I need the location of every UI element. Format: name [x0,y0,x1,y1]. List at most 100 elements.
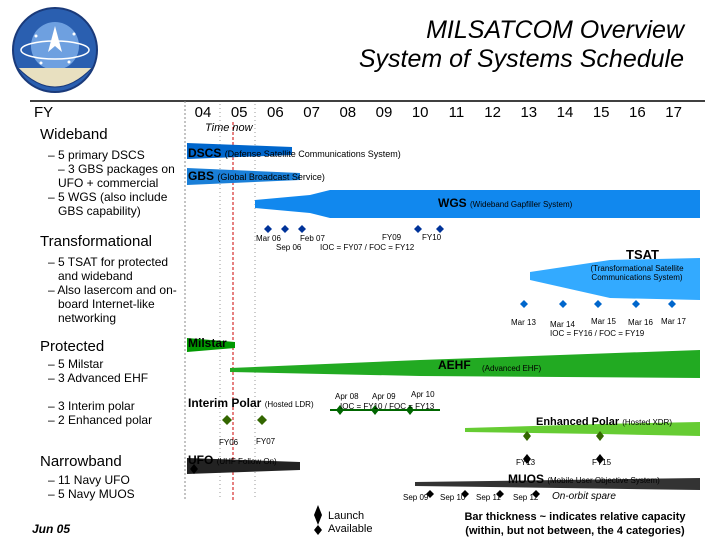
footnote: Bar thickness ~ indicates relative capac… [435,510,715,538]
year-label: 06 [267,104,284,121]
wgs-name: WGS [438,196,467,210]
interim-polar-desc: (Hosted LDR) [264,400,314,409]
wgs-milestone-2: Sep 06 [276,243,302,252]
dscs-label: DSCS (Defense Satellite Communications S… [188,146,401,160]
tsat-milestone-5: Mar 17 [661,317,686,326]
tsat-desc: (Transformational Satellite Communicatio… [567,264,707,282]
transformational-note: and wideband [58,269,133,283]
tsat-name: TSAT [626,247,659,262]
year-label: 08 [339,104,357,121]
interim-polar-ioc: IOC = FY10 / FOC = FY13 [340,402,435,411]
wgs-milestone-1: Mar 06 [256,234,281,243]
muos-spare: On-orbit spare [552,491,616,502]
milstar-name: Milstar [188,336,227,350]
gbs-desc: (Global Broadcast Service) [217,172,325,182]
transformational-note: networking [58,311,117,325]
enhanced-polar-milestone-2: FY07 [256,437,276,446]
wideband-notes: – 5 primary DSCS – 3 GBS packages on UFO… [48,148,183,218]
protected-notes2: – 3 Interim polar – 2 Enhanced polar [48,399,183,427]
footnote-line2: (within, but not between, the 4 categori… [465,525,685,537]
interim-polar-milestone-3: Apr 10 [411,390,435,399]
wgs-ioc: IOC = FY07 / FOC = FY12 [320,243,415,252]
tsat-milestone-3: Mar 15 [591,317,616,326]
protected-note: – 2 Enhanced polar [48,413,153,427]
enhanced-polar-bar [465,422,700,436]
year-label: 05 [230,104,248,121]
year-label: 04 [194,104,212,121]
protected-note: – 3 Interim polar [48,399,135,413]
aehf-desc: (Advanced EHF) [482,364,542,373]
year-label: 14 [556,104,574,121]
wideband-title: Wideband [40,126,108,143]
tsat-ioc: IOC = FY16 / FOC = FY19 [550,329,645,338]
tsat-milestone-2: Mar 14 [550,320,575,329]
year-label: 12 [484,104,501,121]
wgs-desc: (Wideband Gapfiller System) [470,200,573,209]
protected-note: – 5 Milstar [48,357,104,371]
aehf-bar [230,350,700,378]
time-now-label: Time now [205,122,253,134]
muos-milestone-2: FY15 [592,458,612,467]
year-label: 10 [411,104,429,121]
muos-sep-11: Sep 11 [476,493,501,502]
muos-bar [415,478,700,490]
enhanced-polar-milestone-1: FY06 [219,438,239,447]
muos-desc: (Mobile User Objective System) [547,476,660,485]
legend-launch: Launch [328,510,365,522]
narrowband-note: – 11 Navy UFO [48,473,130,487]
muos-sep-12: Sep 12 [513,493,539,502]
footnote-line1: Bar thickness ~ indicates relative capac… [464,511,686,523]
aehf-name: AEHF [438,358,471,372]
year-label: 13 [520,104,538,121]
gbs-bar [187,168,300,185]
muos-milestone-1: FY13 [516,458,536,467]
ufo-label: UFO (UHF Follow On) [188,453,277,467]
ufo-name: UFO [188,453,214,467]
page-title: MILSATCOM Overview System of Systems Sch… [359,16,684,74]
wideband-note: UFO + commercial [58,176,159,190]
year-label: 07 [303,104,320,121]
gbs-name: GBS [188,169,215,183]
enhanced-polar-label: Enhanced Polar (Hosted XDR) [536,416,672,428]
interim-polar-label: Interim Polar (Hosted LDR) [188,396,314,410]
enhanced-polar-name: Enhanced Polar [536,416,620,428]
tsat-milestone-1: Mar 13 [511,318,536,327]
transformational-note: – 5 TSAT for protected [48,255,169,269]
tsat-bar [530,258,700,300]
ufo-bar [187,458,300,474]
interim-polar-name: Interim Polar [188,396,262,410]
interim-polar-milestone-2: Apr 09 [372,392,396,401]
year-label: 09 [375,104,393,121]
date-label: Jun 05 [32,522,71,536]
interim-polar-milestone-1: Apr 08 [335,392,359,401]
wideband-note: – 3 GBS packages on [58,162,175,176]
year-label: 15 [592,104,610,121]
narrowband-title: Narrowband [40,453,122,470]
protected-title: Protected [40,338,105,355]
dscs-bar [187,143,292,159]
transformational-title: Transformational [40,233,152,250]
muos-label: MUOS (Mobile User Objective System) [508,472,660,486]
muos-sep-09: Sep 09 [403,493,429,502]
protected-notes: – 5 Milstar – 3 Advanced EHF [48,357,183,385]
wgs-milestone-5: FY10 [422,233,442,242]
ufo-desc: (UHF Follow On) [216,457,277,466]
wgs-bar [255,190,700,218]
fy-label: FY [34,104,54,121]
wideband-note: – 5 primary DSCS [48,148,145,162]
protected-note: – 3 Advanced EHF [48,371,149,385]
gbs-label: GBS (Global Broadcast Service) [188,169,325,183]
narrowband-note: – 5 Navy MUOS [48,487,135,501]
wgs-milestone-4: FY09 [382,233,402,242]
narrowband-notes: – 11 Navy UFO – 5 Navy MUOS [48,473,183,501]
wideband-note: GBS capability) [58,204,141,218]
transformational-notes: – 5 TSAT for protected and wideband – Al… [48,255,183,325]
tsat-desc-line1: (Transformational Satellite [590,264,684,273]
transformational-note: board Internet-like [58,297,155,311]
aehf-label: AEHF [438,358,471,372]
muos-name: MUOS [508,472,544,486]
legend-text: Launch Available [328,510,372,536]
wgs-milestone-3: Feb 07 [300,234,325,243]
enhanced-polar-desc: (Hosted XDR) [622,418,672,427]
